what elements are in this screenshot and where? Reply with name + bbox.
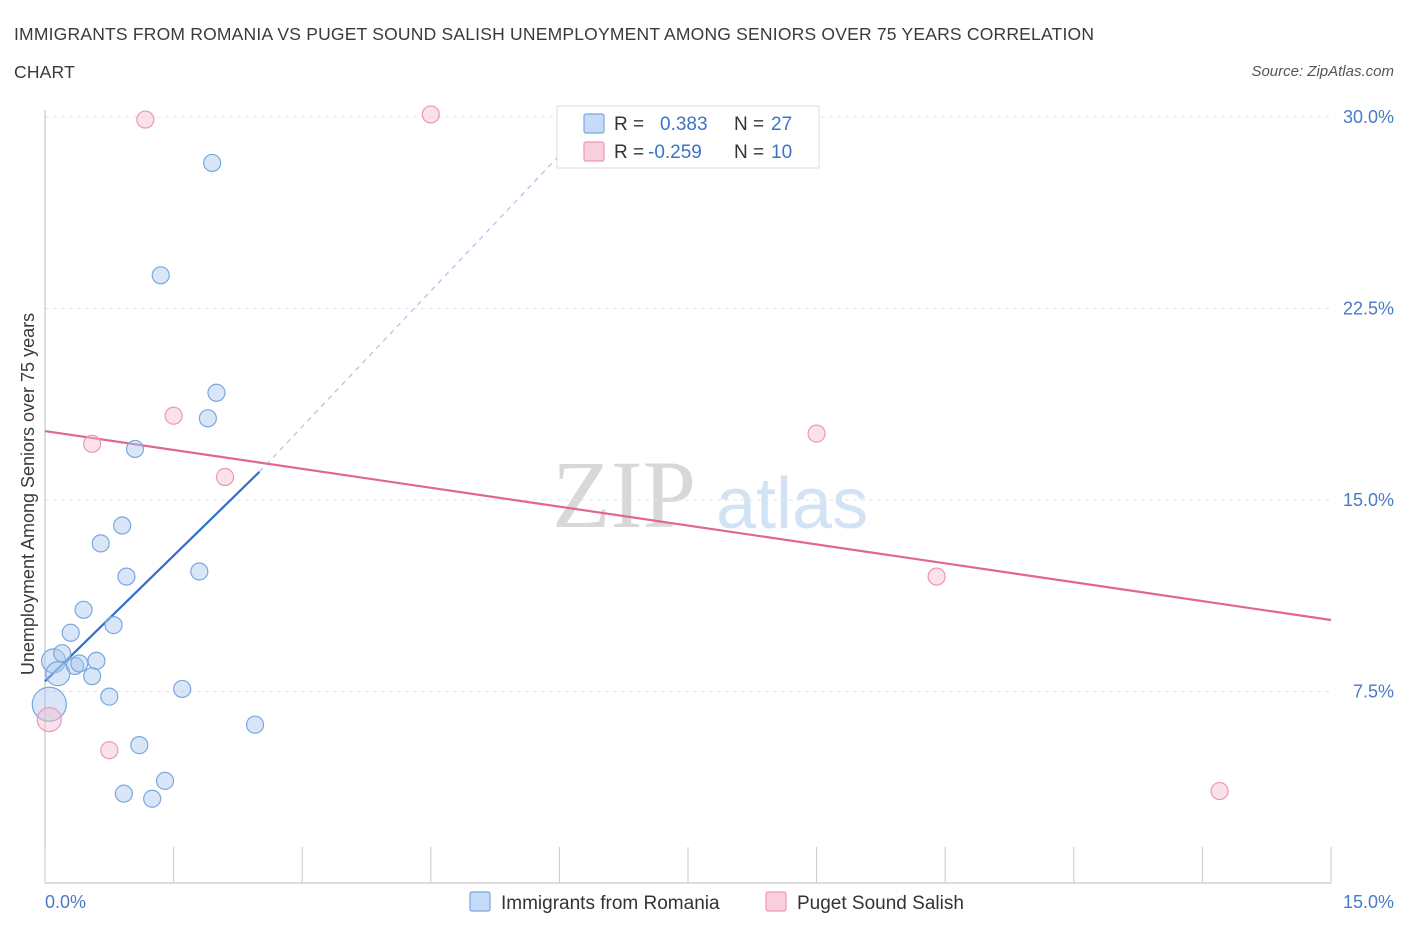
watermark-zip: ZIP — [552, 441, 696, 548]
x-ticks — [44, 847, 1332, 883]
x-tick-label-min: 0.0% — [45, 892, 86, 912]
chart-source: Source: ZipAtlas.com — [1251, 63, 1394, 80]
gridlines — [45, 116, 1331, 692]
point-salish-0 — [36, 706, 62, 733]
y-tick-label: 30.0% — [1343, 107, 1394, 127]
point-romania-8 — [83, 667, 102, 686]
point-romania-16 — [125, 439, 145, 459]
trend-line-extension-0 — [258, 154, 560, 473]
correlation-legend: R = 0.383 N = 27 R = -0.259 N = 10 — [556, 105, 820, 169]
series-legend: Immigrants from Romania Puget Sound Sali… — [469, 891, 964, 914]
point-salish-5 — [215, 467, 235, 487]
point-romania-24 — [203, 153, 222, 173]
point-salish-8 — [927, 567, 946, 586]
point-romania-12 — [104, 616, 123, 635]
chart-title-line-1: IMMIGRANTS FROM ROMANIA VS PUGET SOUND S… — [14, 24, 1094, 44]
point-salish-9 — [1210, 781, 1229, 801]
point-romania-0 — [31, 686, 67, 722]
series-legend-swatch-romania — [469, 891, 491, 912]
legend-n-label-salish: N = — [734, 142, 764, 163]
legend-r-value-salish: -0.259 — [648, 142, 702, 163]
point-romania-6 — [70, 654, 89, 673]
series-legend-label-salish: Puget Sound Salish — [797, 893, 964, 914]
point-romania-17 — [130, 736, 149, 755]
series-legend-swatch-salish — [765, 891, 787, 912]
point-romania-10 — [91, 534, 110, 553]
point-romania-14 — [117, 567, 136, 586]
series-legend-label-romania: Immigrants from Romania — [501, 893, 720, 914]
point-romania-21 — [173, 679, 192, 699]
point-romania-15 — [114, 784, 133, 803]
point-romania-22 — [190, 562, 209, 581]
legend-n-value-romania: 27 — [771, 114, 792, 135]
point-romania-3 — [53, 644, 72, 663]
point-romania-23 — [198, 409, 217, 428]
chart-title-line-2: CHART — [14, 62, 75, 82]
legend-swatch-salish — [583, 141, 605, 162]
legend-r-value-romania: 0.383 — [660, 114, 708, 135]
y-tick-label: 22.5% — [1343, 299, 1394, 319]
trend-line-1 — [44, 429, 1332, 622]
data-points — [31, 105, 1229, 808]
legend-n-value-salish: 10 — [771, 142, 792, 163]
point-salish-4 — [164, 406, 183, 425]
legend-r-label-salish: R = — [614, 142, 644, 163]
x-tick-label-max: 15.0% — [1343, 892, 1394, 912]
y-tick-labels: 7.5% 15.0% 22.5% 30.0% — [1343, 107, 1394, 702]
point-romania-13 — [113, 516, 132, 535]
point-salish-1 — [83, 434, 102, 453]
point-romania-2 — [45, 661, 71, 687]
point-salish-6 — [421, 105, 440, 124]
watermark-atlas: atlas — [716, 464, 868, 544]
legend-swatch-romania — [583, 113, 605, 134]
y-tick-label: 15.0% — [1343, 490, 1394, 510]
trend-line-0 — [44, 471, 261, 683]
point-romania-25 — [207, 383, 226, 402]
point-salish-7 — [807, 424, 826, 443]
legend-n-label-romania: N = — [734, 114, 764, 135]
point-romania-26 — [245, 715, 265, 734]
watermark: ZIP atlas — [552, 441, 868, 548]
point-romania-9 — [87, 651, 106, 670]
point-salish-3 — [136, 110, 155, 129]
y-axis-label: Unemployment Among Seniors over 75 years — [18, 313, 38, 675]
y-tick-label: 7.5% — [1353, 682, 1394, 702]
trend-lines — [44, 154, 1332, 683]
point-romania-4 — [61, 623, 80, 642]
point-romania-7 — [74, 600, 93, 619]
point-romania-18 — [143, 789, 162, 808]
point-romania-11 — [100, 687, 119, 706]
point-romania-19 — [155, 771, 175, 790]
legend-r-label-romania: R = — [614, 114, 644, 135]
point-romania-20 — [151, 266, 170, 285]
point-salish-2 — [100, 741, 119, 760]
